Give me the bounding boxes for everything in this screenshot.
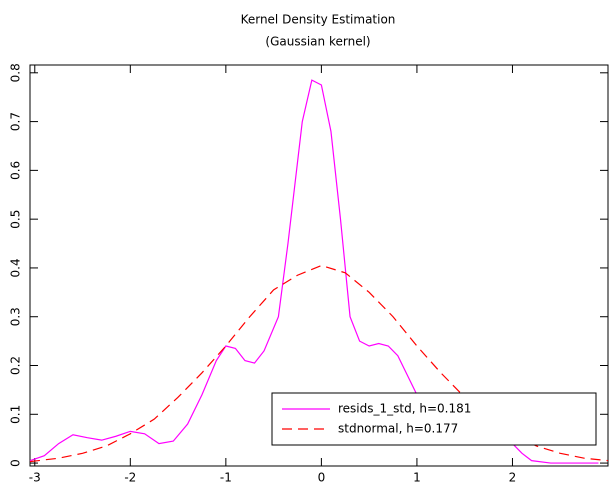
series-line [29, 264, 609, 463]
y-tick-label: 0 [9, 459, 23, 467]
legend-label: stdnormal, h=0.177 [338, 422, 458, 436]
x-tick-label: -1 [220, 471, 232, 485]
y-tick-label: 0.8 [9, 63, 23, 82]
chart-title: Kernel Density Estimation [241, 13, 396, 27]
x-tick-label: -2 [124, 471, 136, 485]
y-tick-label: 0.3 [9, 307, 23, 326]
y-tick-label: 0.5 [9, 210, 23, 229]
x-tick-label: 0 [318, 471, 326, 485]
y-tick-label: 0.7 [9, 112, 23, 131]
y-tick-label: 0.1 [9, 405, 23, 424]
y-tick-label: 0.2 [9, 356, 23, 375]
chart-subtitle: (Gaussian kernel) [265, 35, 370, 49]
x-tick-label: -3 [29, 471, 41, 485]
plot-frame [29, 64, 609, 467]
y-tick-label: 0.4 [9, 258, 23, 277]
legend-label: resids_1_std, h=0.181 [338, 402, 471, 416]
x-tick-label: 1 [413, 471, 421, 485]
x-tick-label: 2 [509, 471, 517, 485]
legend-box [271, 392, 597, 446]
y-tick-label: 0.6 [9, 161, 23, 180]
